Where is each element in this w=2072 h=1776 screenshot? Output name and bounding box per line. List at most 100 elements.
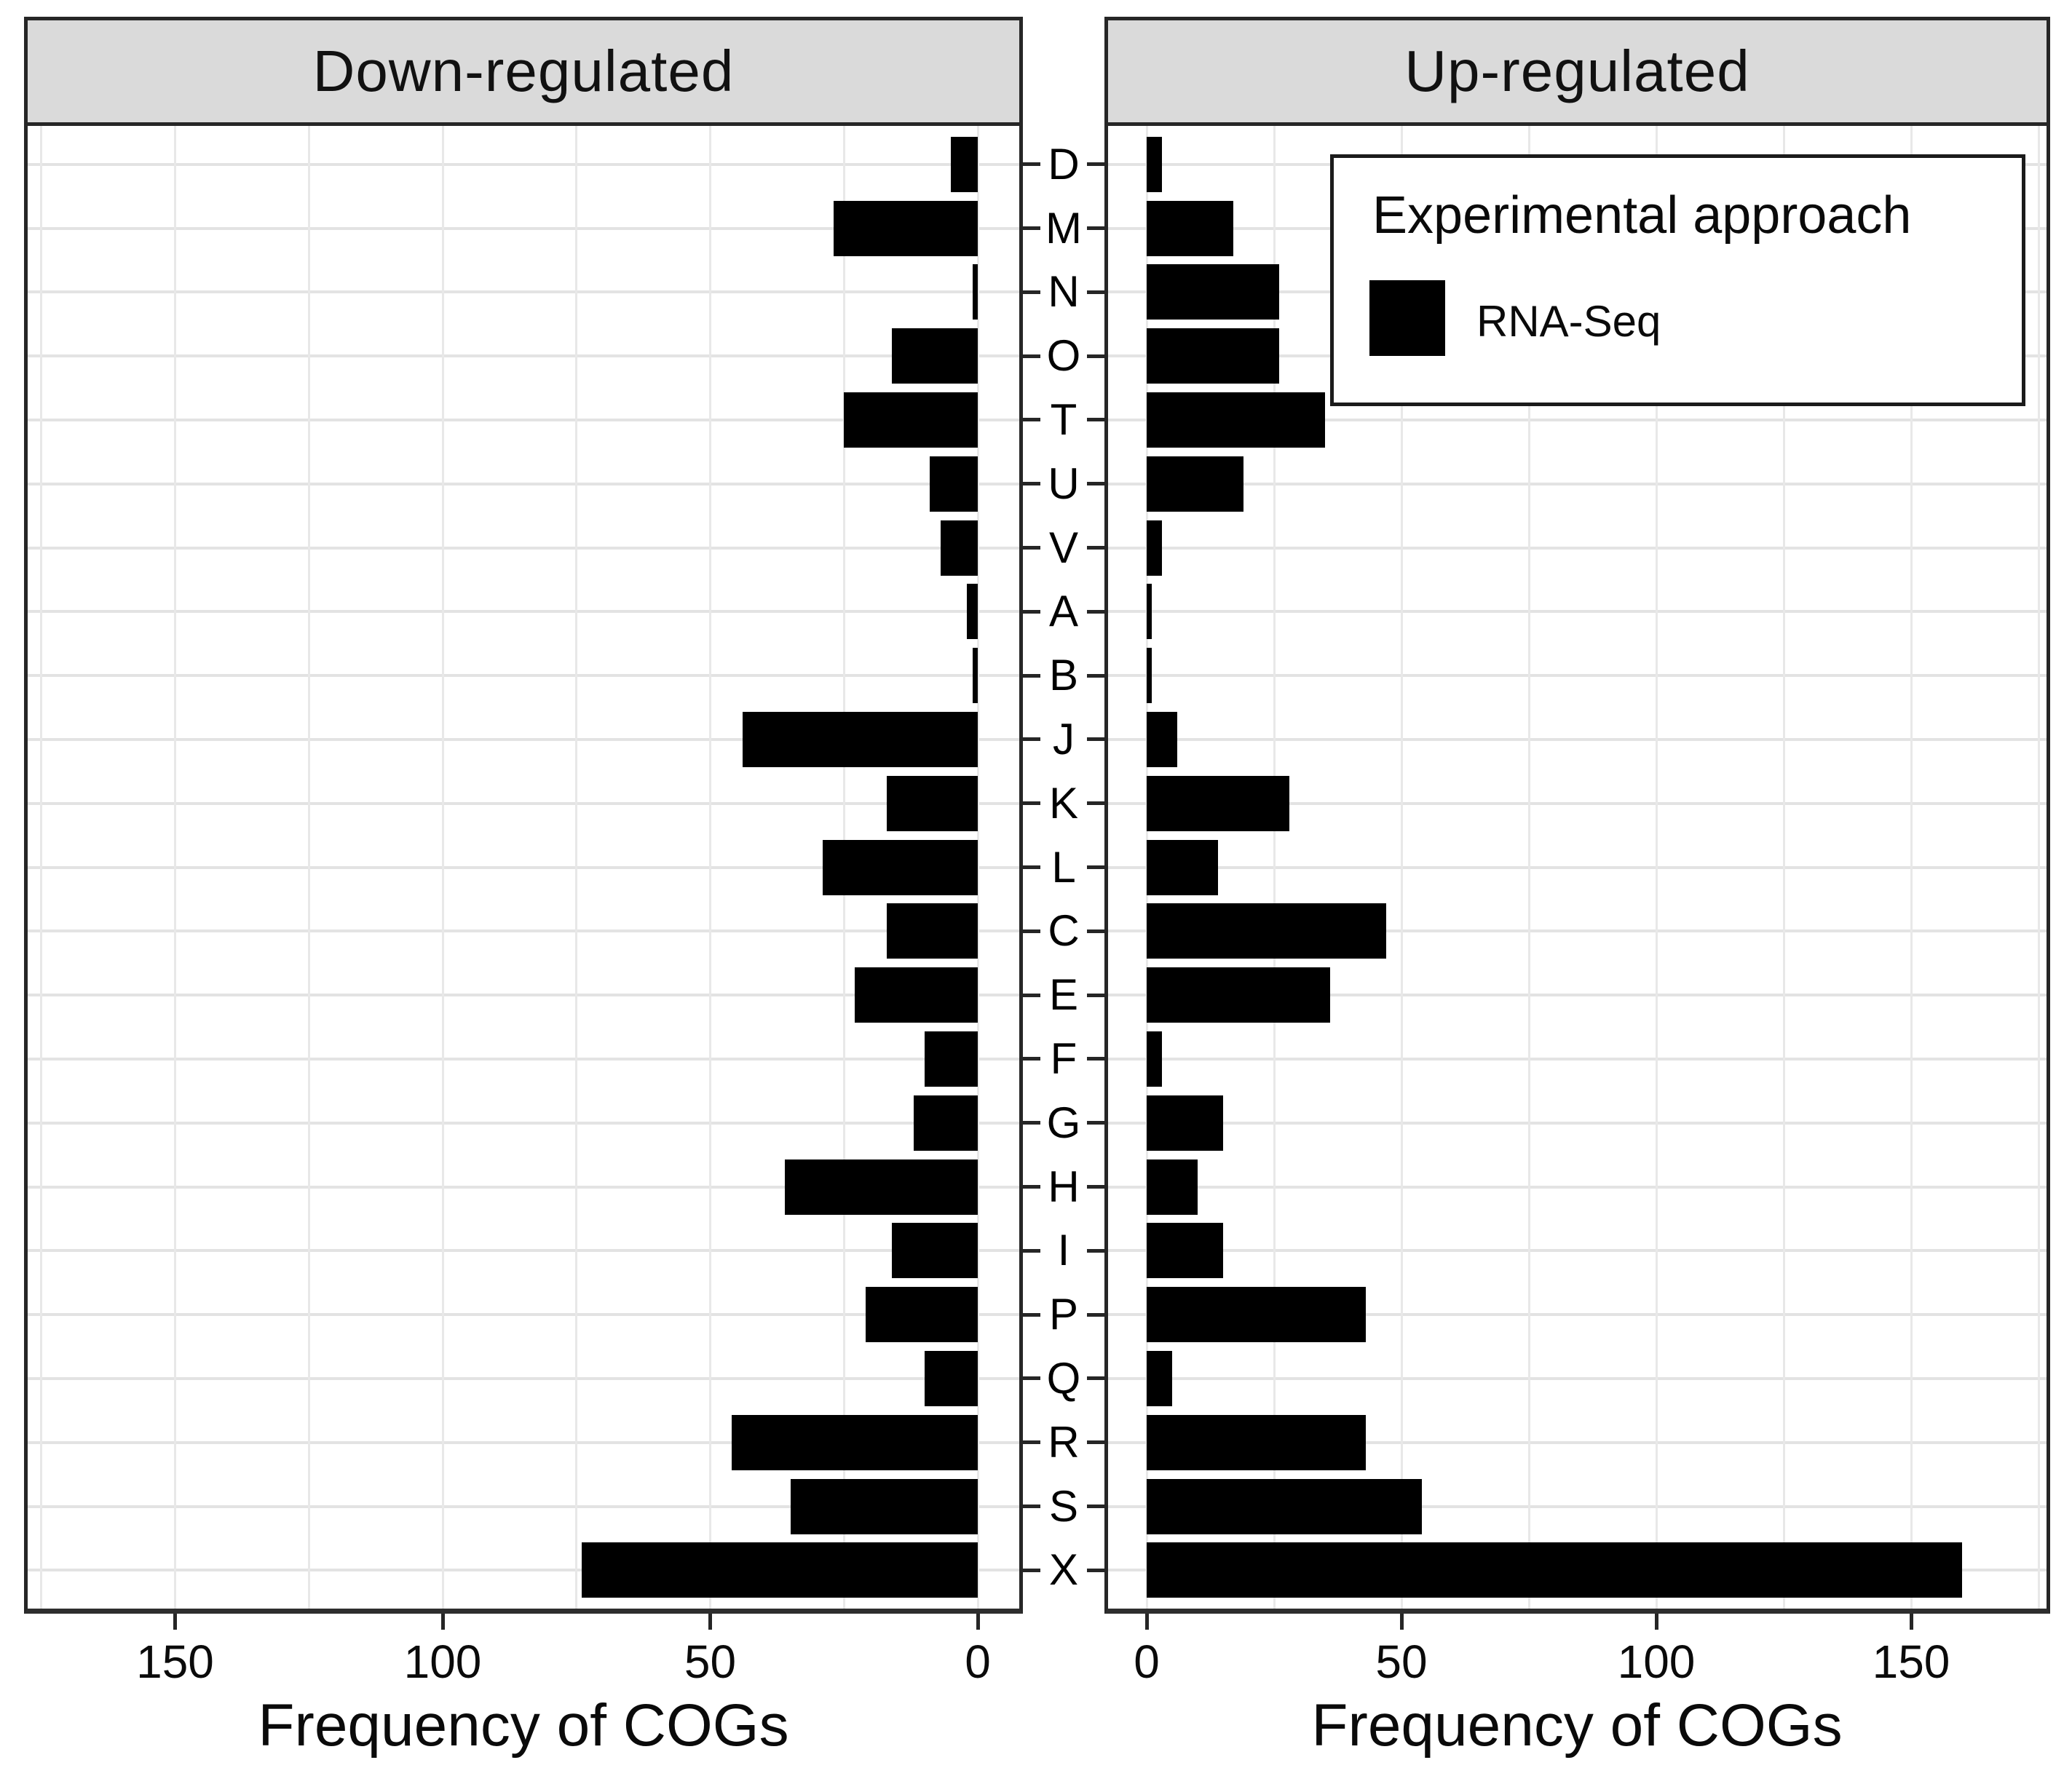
category-tick-right-A [1087,609,1104,614]
bar-down-I [892,1223,978,1279]
bar-up-A [1147,584,1152,640]
gridline-h-H [28,1185,1019,1189]
gridline-h-A [28,610,1019,614]
bar-down-B [972,648,978,704]
bar-up-N [1147,264,1279,320]
gridline-v-up-75 [1527,126,1530,1609]
category-tick-right-M [1087,226,1104,230]
gridline-h-I [1108,1249,2047,1253]
category-tick-left-T [1023,418,1040,422]
category-label-K: K [1048,778,1079,828]
category-label-A: A [1048,587,1079,636]
gridline-v-down-0 [976,126,979,1609]
x-axis-tick-down-150 [173,1614,177,1630]
bar-down-E [854,967,978,1023]
gridline-h-P [28,1313,1019,1317]
category-tick-left-D [1023,162,1040,167]
category-tick-left-P [1023,1312,1040,1317]
gridline-h-T [1108,418,2047,421]
category-tick-right-O [1087,354,1104,358]
category-label-F: F [1050,1034,1077,1083]
x-axis-tick-label-down-150: 150 [136,1636,214,1688]
x-axis-tick-label-up-100: 100 [1617,1636,1696,1688]
category-tick-right-D [1087,162,1104,167]
category-label-P: P [1048,1290,1079,1339]
bar-down-P [865,1287,978,1343]
gridline-h-S [28,1505,1019,1508]
gridline-v-up-50 [1400,126,1403,1609]
bar-up-L [1147,839,1218,895]
category-label-X: X [1048,1545,1079,1595]
gridline-h-I [28,1249,1019,1253]
category-tick-left-L [1023,865,1040,869]
gridline-h-K [28,801,1019,805]
strip-title-up: Up-regulated [1404,39,1750,103]
x-axis-tick-label-up-0: 0 [1134,1636,1160,1688]
category-label-I: I [1057,1226,1070,1275]
bar-up-R [1147,1414,1366,1470]
gridline-v-down-75 [575,126,578,1609]
category-tick-right-S [1087,1505,1104,1508]
bar-up-P [1147,1287,1366,1343]
category-tick-left-N [1023,290,1040,294]
category-tick-right-H [1087,1185,1104,1189]
gridline-h-Q [28,1376,1019,1380]
bar-up-D [1147,136,1162,192]
gridline-h-H [1108,1185,2047,1189]
x-axis-tick-down-100 [440,1614,445,1630]
legend-title: Experimental approach [1372,186,1912,245]
bar-down-U [929,456,978,512]
category-tick-right-J [1087,737,1104,742]
x-axis-tick-label-up-150: 150 [1872,1636,1950,1688]
category-label-V: V [1048,523,1079,572]
bar-up-G [1147,1095,1223,1151]
category-label-L: L [1051,842,1076,892]
gridline-v-down-150 [174,126,176,1609]
category-tick-left-S [1023,1505,1040,1508]
gridline-h-X [28,1569,1019,1572]
legend-box: Experimental approach RNA-Seq [1330,154,2025,406]
gridline-h-Q [1108,1376,2047,1380]
bar-down-H [785,1159,978,1215]
category-label-T: T [1050,395,1077,444]
gridline-h-J [28,737,1019,741]
category-tick-left-F [1023,1057,1040,1061]
bar-down-G [913,1095,978,1151]
bar-up-T [1147,392,1325,448]
gridline-h-S [1108,1505,2047,1508]
gridline-h-T [28,418,1019,421]
gridline-h-B [28,674,1019,678]
bar-down-V [940,520,978,576]
category-tick-left-H [1023,1185,1040,1189]
bar-down-X [582,1542,978,1598]
strip-title-down: Down-regulated [312,39,735,103]
bar-up-O [1147,328,1279,384]
bar-down-D [951,136,978,192]
bar-up-Q [1147,1350,1172,1406]
category-tick-right-C [1087,929,1104,933]
gridline-h-M [28,226,1019,230]
category-tick-left-A [1023,609,1040,614]
category-tick-right-B [1087,673,1104,678]
category-tick-left-C [1023,929,1040,933]
bar-up-X [1147,1542,1962,1598]
category-tick-left-O [1023,354,1040,358]
x-axis-tick-down-0 [976,1614,980,1630]
bar-up-V [1147,520,1162,576]
x-axis-tick-label-down-50: 50 [684,1636,737,1688]
gridline-h-J [1108,737,2047,741]
gridline-v-up-125 [1782,126,1785,1609]
category-label-O: O [1046,331,1081,381]
gridline-v-down-100 [441,126,444,1609]
x-axis-title-down: Frequency of COGs [258,1692,789,1759]
legend-swatch-rna-seq [1369,280,1445,356]
category-label-U: U [1048,459,1080,508]
gridline-h-V [28,546,1019,550]
bar-down-O [892,328,978,384]
gridline-h-B [1108,674,2047,678]
gridline-h-F [28,1057,1019,1061]
bar-up-B [1147,648,1152,704]
x-axis-tick-label-up-50: 50 [1375,1636,1428,1688]
category-tick-right-T [1087,418,1104,422]
